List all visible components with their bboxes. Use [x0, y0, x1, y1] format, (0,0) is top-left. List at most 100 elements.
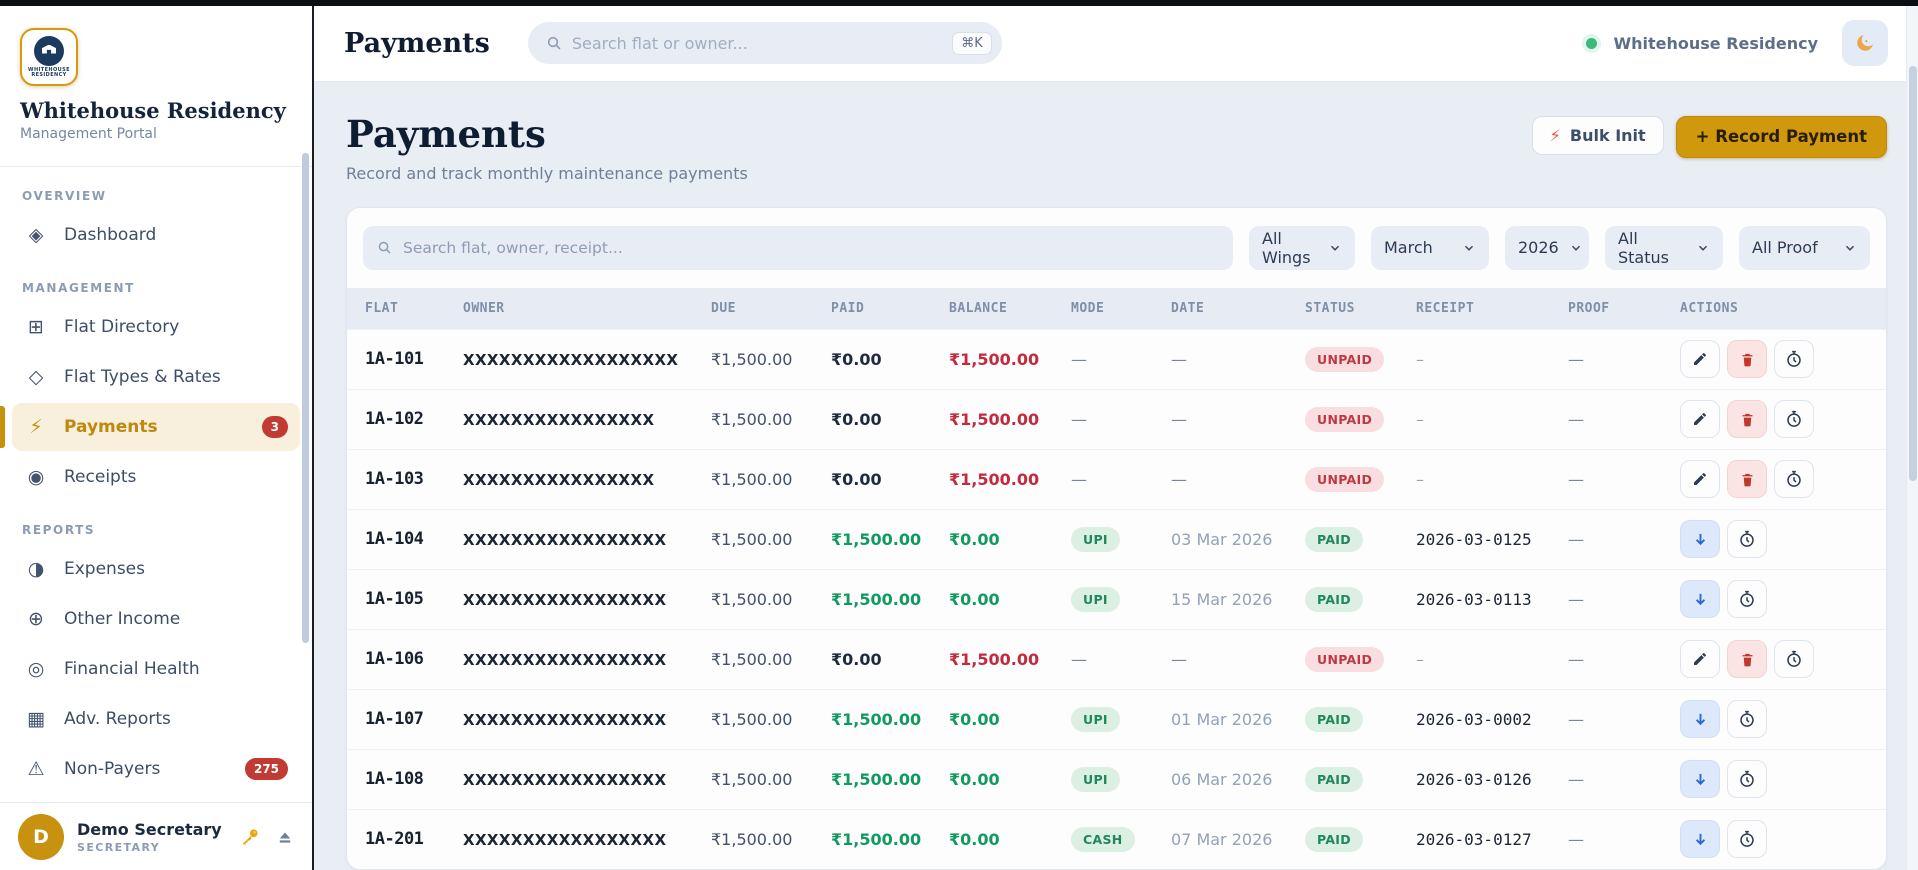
flat-directory-icon: ⊞ [24, 316, 48, 338]
history-button[interactable] [1774, 400, 1814, 438]
edit-button[interactable] [1680, 460, 1720, 498]
sidebar-item-financial-health[interactable]: ◎Financial Health [12, 645, 300, 693]
user-role: SECRETARY [77, 841, 222, 854]
delete-button[interactable] [1727, 340, 1767, 378]
payment-date: 03 Mar 2026 [1163, 509, 1297, 569]
global-search[interactable]: ⌘K [528, 22, 1002, 64]
history-button[interactable] [1727, 580, 1767, 618]
balance-amount: ₹1,500.00 [941, 629, 1063, 689]
delete-button[interactable] [1727, 400, 1767, 438]
sidebar-item-label: Receipts [64, 467, 136, 487]
history-button[interactable] [1727, 700, 1767, 738]
download-button[interactable] [1680, 700, 1720, 738]
balance-amount: ₹0.00 [941, 749, 1063, 809]
owner-name: XXXXXXXXXXXXXXXXX [455, 749, 703, 809]
history-button[interactable] [1774, 640, 1814, 678]
sidebar-item-adv-reports[interactable]: ▦Adv. Reports [12, 695, 300, 743]
col-flat: FLAT [347, 288, 455, 330]
society-seal-text: WHITEHOUSE RESIDENCY [22, 68, 76, 79]
eject-icon[interactable] [276, 828, 294, 846]
search-icon [377, 240, 392, 255]
history-icon [1785, 410, 1803, 428]
proof-filter[interactable]: All Proof [1739, 226, 1870, 270]
theme-toggle-button[interactable] [1842, 20, 1888, 66]
edit-button[interactable] [1680, 340, 1720, 378]
proof-value: — [1568, 410, 1584, 429]
edit-icon [1692, 351, 1708, 367]
page-scrollbar[interactable] [1906, 6, 1918, 870]
bulk-init-button[interactable]: ⚡ Bulk Init [1532, 116, 1664, 155]
sidebar-item-label: Flat Directory [64, 317, 179, 337]
actions-cell [1672, 809, 1886, 869]
sidebar-item-flat-directory[interactable]: ⊞ Flat Directory [12, 303, 300, 351]
download-button[interactable] [1680, 580, 1720, 618]
delete-button[interactable] [1727, 640, 1767, 678]
mode-badge: UPI [1063, 689, 1163, 749]
sidebar-item-label: Financial Health [64, 659, 200, 679]
chevron-down-icon [1696, 241, 1710, 255]
paid-amount-value: ₹0.00 [831, 650, 882, 669]
mode-value: — [1071, 470, 1087, 489]
paid-amount-value: ₹1,500.00 [831, 590, 921, 609]
record-payment-button[interactable]: + Record Payment [1676, 116, 1887, 158]
moon-icon [1854, 32, 1876, 54]
sidebar-item-flat-types-rates[interactable]: ◇Flat Types & Rates [12, 353, 300, 401]
history-button[interactable] [1727, 820, 1767, 858]
due-amount-value: ₹1,500.00 [711, 650, 792, 669]
actions-wrap [1680, 520, 1878, 558]
history-button[interactable] [1727, 520, 1767, 558]
status-filter[interactable]: All Status [1605, 226, 1723, 270]
due-amount: ₹1,500.00 [703, 509, 823, 569]
receipt-number-value: – [1416, 350, 1424, 369]
status-badge: UNPAID [1297, 329, 1408, 389]
table-search[interactable] [363, 226, 1233, 270]
actions-wrap [1680, 820, 1878, 858]
sidebar-item-dashboard[interactable]: ◈Dashboard [12, 211, 300, 259]
sidebar-item-other-income[interactable]: ⊕Other Income [12, 595, 300, 643]
scrollbar-thumb[interactable] [1909, 66, 1917, 481]
owner-name: XXXXXXXXXXXXXXXX [455, 449, 703, 509]
sidebar-scrollbar[interactable] [302, 153, 309, 643]
paid-amount-value: ₹1,500.00 [831, 770, 921, 789]
owner-name: XXXXXXXXXXXXXXXX [455, 389, 703, 449]
edit-button[interactable] [1680, 400, 1720, 438]
flat-id: 1A-105 [347, 569, 455, 629]
receipt-number: – [1408, 449, 1560, 509]
due-amount: ₹1,500.00 [703, 569, 823, 629]
download-button[interactable] [1680, 820, 1720, 858]
sidebar-item-expenses[interactable]: ◑Expenses [12, 545, 300, 593]
other-income-icon: ⊕ [24, 608, 48, 630]
history-button[interactable] [1774, 340, 1814, 378]
download-button[interactable] [1680, 520, 1720, 558]
receipt-number-value: 2026-03-0113 [1416, 590, 1532, 609]
download-button[interactable] [1680, 760, 1720, 798]
key-icon[interactable] [240, 827, 260, 847]
edit-button[interactable] [1680, 640, 1720, 678]
table-search-input[interactable] [403, 239, 1219, 257]
flat-id-value: 1A-106 [365, 649, 423, 669]
sidebar-item-payments[interactable]: ⚡Payments3 [12, 403, 300, 451]
history-button[interactable] [1774, 460, 1814, 498]
balance-amount: ₹0.00 [941, 689, 1063, 749]
year-filter[interactable]: 2026 [1505, 226, 1589, 270]
flat-id-value: 1A-103 [365, 469, 423, 489]
delete-button[interactable] [1727, 460, 1767, 498]
paid-amount-value: ₹1,500.00 [831, 530, 921, 549]
delete-icon [1740, 411, 1755, 428]
paid-amount-value: ₹0.00 [831, 470, 882, 489]
sidebar-item-receipts[interactable]: ◉ Receipts [12, 453, 300, 501]
select-value: All Status [1618, 229, 1686, 267]
owner-name: XXXXXXXXXXXXXXXXX [455, 629, 703, 689]
flat-id: 1A-107 [347, 689, 455, 749]
global-search-input[interactable] [572, 34, 942, 53]
receipts-icon: ◉ [24, 466, 48, 488]
mode-value: — [1071, 650, 1087, 669]
sidebar-item-non-payers[interactable]: ⚠Non-Payers275 [12, 745, 300, 793]
workspace-name: Whitehouse Residency [1613, 34, 1818, 53]
history-button[interactable] [1727, 760, 1767, 798]
month-filter[interactable]: March [1371, 226, 1489, 270]
proof: — [1560, 749, 1672, 809]
shortcut-badge: ⌘K [952, 32, 992, 55]
actions-wrap [1680, 640, 1878, 678]
wing-filter[interactable]: All Wings [1249, 226, 1355, 270]
